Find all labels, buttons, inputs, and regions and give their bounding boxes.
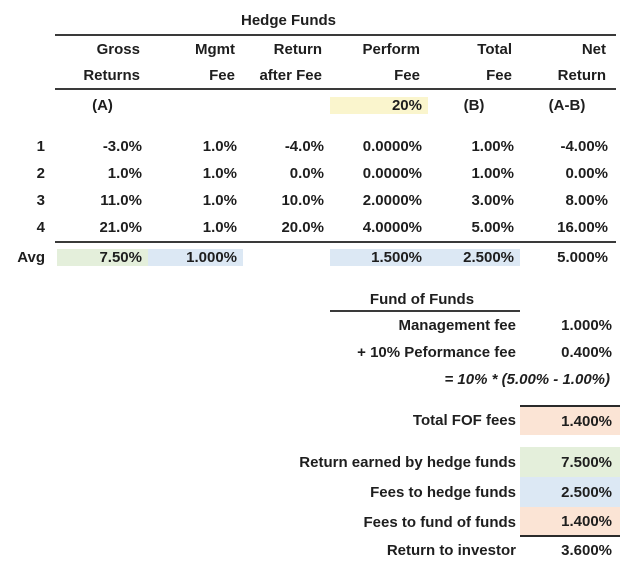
return-to-investor-label: Return to investor [386, 541, 516, 559]
avg-net-return-cell: 5.000% [520, 249, 614, 266]
average-row: Avg 7.50% 1.000% 1.500% 2.500% 5.000% [0, 243, 634, 272]
spacer [0, 393, 634, 405]
perform-fee-rate-cell: 20% [330, 96, 428, 114]
label-a: (A) [92, 96, 113, 114]
cell-return-after-fee: 10.0% [281, 192, 324, 209]
avg-net-return: 5.000% [557, 249, 608, 266]
table-row-1: 1 -3.0% 1.0% -4.0% 0.0000% 1.00% -4.00% [0, 133, 634, 160]
cell-perform-fee: 0.0000% [362, 138, 422, 155]
total-fof-fees-row: Total FOF fees 1.400% [0, 405, 634, 435]
col-header-net-return-line2: Return [557, 66, 606, 84]
col-header-net-return-line1: Net [581, 40, 606, 58]
col-header-gross-returns-line2: Returns [83, 66, 140, 84]
summary-return-earned-row: Return earned by hedge funds 7.500% [0, 447, 634, 477]
avg-gross-returns: 7.50% [99, 249, 142, 266]
fof-performance-fee-value: 0.400% [561, 344, 612, 361]
fof-management-fee-label: Management fee [398, 317, 516, 334]
cell-net-return: 16.00% [557, 219, 608, 236]
row-label: 3 [36, 192, 45, 209]
fees-to-hedge-funds-label: Fees to hedge funds [370, 483, 516, 501]
table-row-4: 4 21.0% 1.0% 20.0% 4.0000% 5.00% 16.00% [0, 214, 634, 241]
return-earned-by-hedge-funds-label: Return earned by hedge funds [299, 453, 516, 471]
summary-fees-to-hedge-funds-row: Fees to hedge funds 2.500% [0, 477, 634, 507]
table-row-2: 2 1.0% 1.0% 0.0% 0.0000% 1.00% 0.00% [0, 160, 634, 187]
fund-of-funds-header-row: Fund of Funds [0, 288, 634, 312]
fof-performance-fee-row: + 10% Peformance fee 0.400% [0, 339, 634, 366]
avg-gross-returns-cell: 7.50% [57, 249, 148, 266]
summary-return-to-investor-row: Return to investor 3.600% [0, 537, 634, 563]
formula-label-row: (A) 20% (B) (A-B) [0, 90, 634, 120]
cell-total-fee: 5.00% [471, 219, 514, 236]
total-fof-fees-value: 1.400% [520, 405, 620, 435]
spacer [0, 435, 634, 447]
cell-return-after-fee: -4.0% [284, 138, 324, 155]
cell-net-return: 0.00% [565, 165, 608, 182]
col-header-gross-returns-line1: Gross [96, 40, 140, 58]
avg-row-top-rule [55, 241, 616, 243]
cell-total-fee: 3.00% [471, 192, 514, 209]
col-header-total-fee-line2: Fee [486, 66, 512, 84]
cell-perform-fee: 2.0000% [362, 192, 422, 209]
return-to-investor-value: 3.600% [561, 541, 612, 559]
row-label: 1 [36, 138, 45, 155]
cell-net-return: -4.00% [560, 138, 608, 155]
hedge-funds-header-row: Hedge Funds [0, 6, 634, 34]
cell-mgmt-fee: 1.0% [202, 165, 237, 182]
row-label-avg: Avg [17, 249, 45, 266]
col-header-return-after-fee-line2: after Fee [259, 66, 322, 84]
fof-performance-fee-formula: = 10% * (5.00% - 1.00%) [444, 371, 610, 388]
label-b: (B) [463, 96, 485, 114]
cell-mgmt-fee: 1.0% [202, 219, 237, 236]
fees-to-hedge-funds-value: 2.500% [520, 477, 620, 507]
cell-mgmt-fee: 1.0% [202, 138, 237, 155]
cell-gross-returns: -3.0% [102, 138, 142, 155]
cell-return-after-fee: 0.0% [289, 165, 324, 182]
fees-to-fund-of-funds-label: Fees to fund of funds [363, 513, 516, 531]
fof-formula-row: = 10% * (5.00% - 1.00%) [0, 366, 634, 393]
avg-perform-fee: 1.500% [371, 249, 422, 266]
cell-return-after-fee: 20.0% [281, 219, 324, 236]
cell-total-fee: 1.00% [471, 138, 514, 155]
table-row-3: 3 11.0% 1.0% 10.0% 2.0000% 3.00% 8.00% [0, 187, 634, 214]
total-fof-fees-label: Total FOF fees [412, 411, 516, 429]
hedge-funds-column-headers: Gross Mgmt Return Perform Total Net Retu… [55, 34, 616, 90]
cell-net-return: 8.00% [565, 192, 608, 209]
label-a-minus-b: (A-B) [548, 96, 586, 114]
col-header-mgmt-fee-line1: Mgmt [195, 40, 235, 58]
row-label: 4 [36, 219, 45, 236]
avg-mgmt-fee-cell: 1.000% [148, 249, 243, 266]
fees-to-fund-of-funds-value: 1.400% [520, 507, 620, 537]
spacer [0, 120, 634, 133]
row-label: 2 [36, 165, 45, 182]
col-header-total-fee-line1: Total [477, 40, 512, 58]
avg-mgmt-fee: 1.000% [186, 249, 237, 266]
fof-management-fee-value: 1.000% [561, 317, 612, 334]
avg-perform-fee-cell: 1.500% [330, 249, 428, 266]
return-earned-by-hedge-funds-value: 7.500% [520, 447, 620, 477]
cell-total-fee: 1.00% [471, 165, 514, 182]
hedge-funds-title: Hedge Funds [240, 11, 336, 29]
fof-performance-fee-label: + 10% Peformance fee [357, 344, 516, 361]
col-header-return-after-fee-line1: Return [273, 40, 322, 58]
cell-gross-returns: 1.0% [107, 165, 142, 182]
summary-fees-to-fund-of-funds-row: Fees to fund of funds 1.400% [0, 507, 634, 537]
avg-total-fee-cell: 2.500% [428, 249, 520, 266]
cell-perform-fee: 4.0000% [362, 219, 422, 236]
cell-mgmt-fee: 1.0% [202, 192, 237, 209]
col-header-mgmt-fee-line2: Fee [209, 66, 235, 84]
avg-total-fee: 2.500% [463, 249, 514, 266]
col-header-perform-fee-line2: Fee [394, 66, 420, 84]
col-header-perform-fee-line1: Perform [362, 40, 420, 58]
fund-of-funds-title: Fund of Funds [330, 288, 520, 312]
fof-management-fee-row: Management fee 1.000% [0, 312, 634, 339]
cell-perform-fee: 0.0000% [362, 165, 422, 182]
cell-gross-returns: 21.0% [99, 219, 142, 236]
cell-gross-returns: 11.0% [100, 192, 142, 209]
perform-fee-rate: 20% [391, 96, 422, 114]
